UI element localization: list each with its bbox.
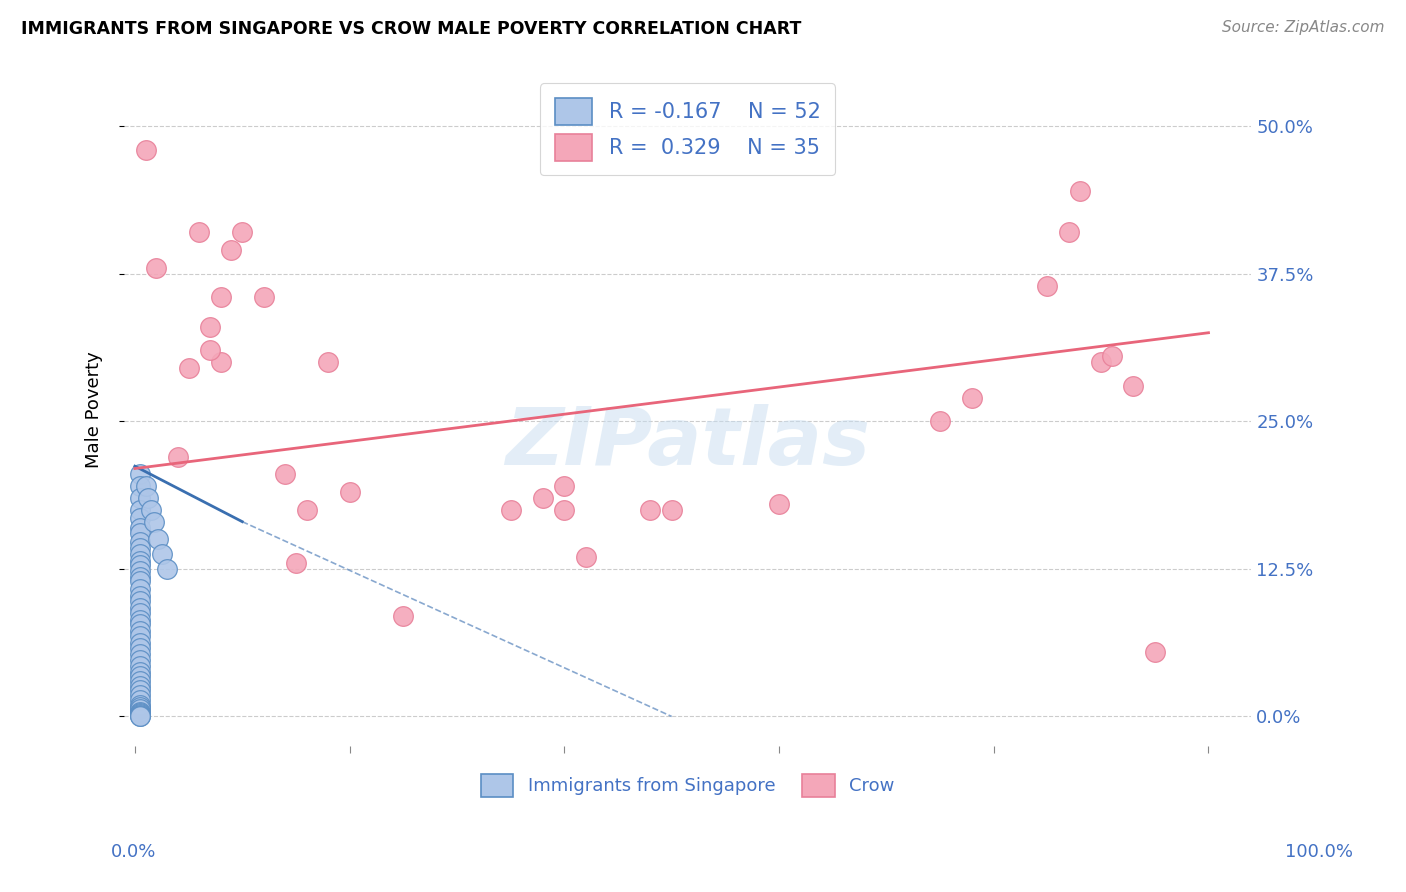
- Point: [553, 479, 575, 493]
- Point: [661, 503, 683, 517]
- Point: [1122, 379, 1144, 393]
- Point: [129, 640, 152, 655]
- Point: [284, 556, 307, 570]
- Point: [129, 636, 152, 650]
- Point: [129, 526, 152, 541]
- Point: [129, 688, 152, 702]
- Point: [150, 547, 173, 561]
- Point: [209, 355, 232, 369]
- Text: ZIPatlas: ZIPatlas: [505, 404, 870, 483]
- Point: [129, 706, 152, 720]
- Point: [129, 547, 152, 561]
- Point: [129, 702, 152, 716]
- Point: [129, 520, 152, 534]
- Point: [129, 679, 152, 693]
- Point: [129, 617, 152, 632]
- Point: [129, 600, 152, 615]
- Legend: Immigrants from Singapore, Crow: Immigrants from Singapore, Crow: [474, 766, 903, 805]
- Point: [129, 708, 152, 723]
- Point: [166, 450, 188, 464]
- Point: [198, 343, 221, 358]
- Point: [129, 467, 152, 482]
- Point: [209, 290, 232, 304]
- Point: [768, 497, 790, 511]
- Point: [129, 709, 152, 723]
- Point: [129, 700, 152, 714]
- Point: [129, 574, 152, 588]
- Point: [499, 503, 522, 517]
- Point: [198, 319, 221, 334]
- Point: [553, 503, 575, 517]
- Point: [129, 693, 152, 707]
- Point: [177, 361, 200, 376]
- Text: IMMIGRANTS FROM SINGAPORE VS CROW MALE POVERTY CORRELATION CHART: IMMIGRANTS FROM SINGAPORE VS CROW MALE P…: [21, 20, 801, 37]
- Point: [129, 674, 152, 689]
- Point: [129, 709, 152, 723]
- Point: [221, 243, 243, 257]
- Point: [135, 143, 157, 157]
- Point: [129, 582, 152, 596]
- Point: [1090, 355, 1112, 369]
- Text: Source: ZipAtlas.com: Source: ZipAtlas.com: [1222, 20, 1385, 35]
- Point: [316, 355, 339, 369]
- Point: [145, 260, 167, 275]
- Text: 100.0%: 100.0%: [1285, 843, 1353, 861]
- Point: [139, 503, 162, 517]
- Point: [129, 593, 152, 607]
- Point: [1069, 184, 1091, 198]
- Point: [1101, 349, 1123, 363]
- Point: [274, 467, 297, 482]
- Point: [295, 503, 318, 517]
- Point: [135, 479, 157, 493]
- Point: [1036, 278, 1059, 293]
- Point: [129, 541, 152, 555]
- Point: [148, 533, 170, 547]
- Point: [129, 570, 152, 584]
- Point: [129, 698, 152, 712]
- Point: [129, 503, 152, 517]
- Point: [339, 485, 361, 500]
- Point: [156, 562, 179, 576]
- Text: 0.0%: 0.0%: [111, 843, 156, 861]
- Point: [129, 553, 152, 567]
- Point: [929, 414, 952, 428]
- Point: [129, 665, 152, 679]
- Point: [129, 564, 152, 578]
- Point: [129, 629, 152, 643]
- Point: [129, 589, 152, 603]
- Point: [129, 613, 152, 627]
- Point: [136, 491, 159, 505]
- Point: [231, 226, 253, 240]
- Point: [129, 707, 152, 722]
- Point: [1143, 644, 1166, 658]
- Point: [129, 534, 152, 549]
- Point: [129, 558, 152, 573]
- Point: [188, 226, 211, 240]
- Point: [575, 550, 598, 565]
- Point: [129, 647, 152, 661]
- Point: [962, 391, 984, 405]
- Point: [129, 606, 152, 620]
- Point: [143, 515, 166, 529]
- Point: [253, 290, 276, 304]
- Point: [129, 683, 152, 698]
- Point: [129, 705, 152, 719]
- Point: [129, 511, 152, 525]
- Point: [129, 669, 152, 683]
- Point: [1057, 226, 1080, 240]
- Point: [129, 658, 152, 673]
- Point: [392, 609, 415, 624]
- Point: [129, 624, 152, 639]
- Point: [638, 503, 661, 517]
- Point: [531, 491, 554, 505]
- Point: [129, 653, 152, 667]
- Y-axis label: Male Poverty: Male Poverty: [86, 351, 103, 468]
- Point: [129, 479, 152, 493]
- Point: [129, 491, 152, 505]
